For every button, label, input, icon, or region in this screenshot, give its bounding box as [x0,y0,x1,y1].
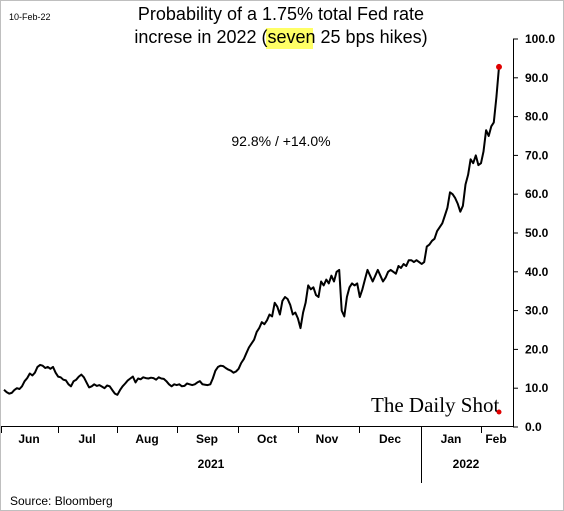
y-tick-label: 80.0 [525,110,549,124]
x-tick-label: Sep [196,432,218,446]
y-tick-label: 50.0 [525,226,549,240]
year-label-2022: 2022 [453,457,480,471]
chart-title-line-1: Probability of a 1.75% total Fed rate [138,4,424,24]
x-tick-label: Oct [257,432,277,446]
year-label-2021: 2021 [198,457,225,471]
value-annotation: 92.8% / +14.0% [231,133,330,149]
y-tick-label: 40.0 [525,265,549,279]
title-line-2-pre: increse in 2022 ( [134,27,267,47]
x-tick-label: Aug [135,432,158,446]
y-tick-label: 30.0 [525,304,549,318]
x-axis-ticks: Jun Jul Aug Sep Oct Nov Dec Jan Feb [1,427,507,446]
x-tick-label: Jul [78,432,95,446]
title-line-2-post: 25 bps hikes) [316,27,428,47]
brand-dot [496,409,502,415]
x-tick-label: Jan [441,432,462,446]
x-tick-label: Feb [485,432,506,446]
y-tick-label: 0.0 [525,420,542,434]
x-tick-label: Dec [379,432,401,446]
series-line [3,66,500,396]
y-tick-label: 20.0 [525,342,549,356]
y-tick-label: 60.0 [525,187,549,201]
last-value-marker [496,63,502,70]
y-tick-label: 70.0 [525,148,549,162]
x-tick-label: Jun [18,432,39,446]
y-tick-label: 90.0 [525,71,549,85]
y-tick-label: 100.0 [525,32,555,46]
date-label: 10-Feb-22 [9,12,51,22]
title-line-2-highlight: seven [267,27,315,47]
x-tick-label: Nov [316,432,339,446]
chart-title-line-2: increse in 2022 (seven 25 bps hikes) [134,27,427,47]
title-highlight-box [266,28,313,49]
y-tick-label: 10.0 [525,381,549,395]
y-axis-ticks: 0.0 10.0 20.0 30.0 40.0 50.0 60.0 70.0 80.0 90.0 1… [513,32,555,434]
brand-logo-text: The Daily Shot [371,393,499,417]
source-note: Source: Bloomberg [10,494,113,508]
